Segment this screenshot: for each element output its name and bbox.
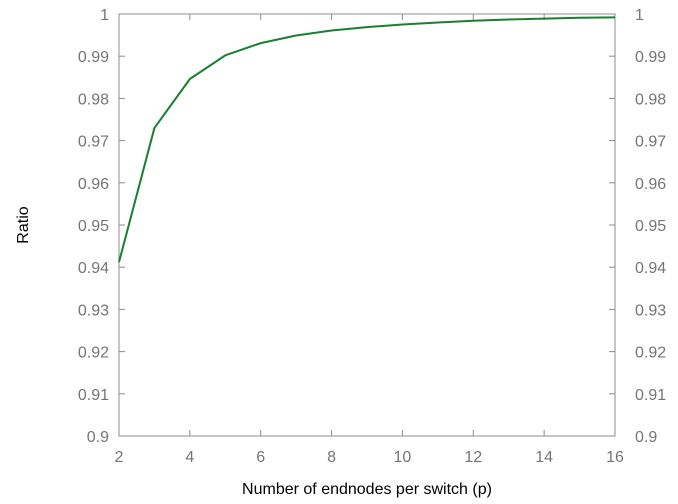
- y-tick-label-left: 0.91: [78, 387, 109, 404]
- x-tick-label: 2: [115, 449, 124, 466]
- y-tick-label-right: 0.93: [635, 302, 666, 319]
- y-tick-label-right: 0.99: [635, 49, 666, 66]
- y-tick-label-right: 0.91: [635, 387, 666, 404]
- y-tick-label-left: 0.97: [78, 134, 109, 151]
- y-tick-label-right: 0.98: [635, 91, 666, 108]
- y-tick-label-right: 1: [635, 7, 644, 24]
- y-tick-label-left: 0.99: [78, 49, 109, 66]
- x-axis-title: Number of endnodes per switch (p): [242, 481, 492, 498]
- y-tick-label-left: 0.94: [78, 260, 109, 277]
- x-tick-label: 6: [256, 449, 265, 466]
- y-tick-label-right: 0.96: [635, 176, 666, 193]
- y-tick-label-left: 0.96: [78, 176, 109, 193]
- series-layer: [118, 16, 616, 263]
- y-tick-label-right: 0.94: [635, 260, 666, 277]
- x-tick-label: 12: [464, 449, 482, 466]
- y-tick-label-left: 0.92: [78, 345, 109, 362]
- series-line: [118, 16, 616, 263]
- y-tick-label-left: 0.9: [87, 429, 109, 446]
- x-tick-label: 10: [394, 449, 412, 466]
- y-tick-label-left: 1: [100, 7, 109, 24]
- y-tick-label-right: 0.9: [635, 429, 657, 446]
- y-tick-label-right: 0.95: [635, 218, 666, 235]
- tick-labels-layer: 0.90.910.920.930.940.950.960.970.980.991…: [78, 7, 666, 466]
- x-tick-label: 8: [327, 449, 336, 466]
- y-tick-label-left: 0.93: [78, 302, 109, 319]
- x-tick-label: 4: [185, 449, 194, 466]
- y-tick-label-right: 0.97: [635, 134, 666, 151]
- y-axis-title: Ratio: [15, 206, 32, 243]
- y-tick-label-right: 0.92: [635, 345, 666, 362]
- x-tick-label: 14: [535, 449, 553, 466]
- ticks-layer: [118, 13, 616, 437]
- x-tick-label: 16: [606, 449, 624, 466]
- y-tick-label-left: 0.95: [78, 218, 109, 235]
- y-tick-label-left: 0.98: [78, 91, 109, 108]
